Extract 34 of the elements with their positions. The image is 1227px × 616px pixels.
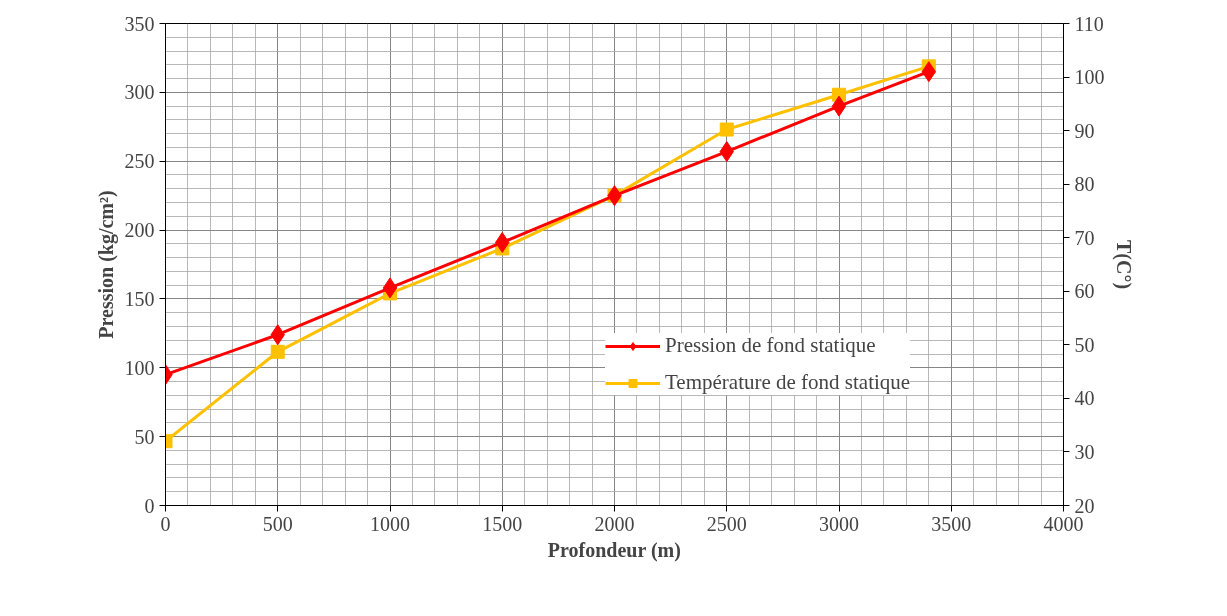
x-axis-title: Profondeur (m) xyxy=(547,538,681,562)
legend-label: Pression de fond statique xyxy=(665,333,876,358)
y-tick-label: 250 xyxy=(124,150,155,173)
x-tick-label: 3500 xyxy=(931,512,972,535)
y2-tick-label: 110 xyxy=(1074,12,1104,35)
x-tick-label: 0 xyxy=(160,512,171,535)
x-tick-label: 500 xyxy=(262,512,293,535)
x-tick-label: 1500 xyxy=(482,512,523,535)
x-tick-label: 1000 xyxy=(370,512,410,535)
y2-tick-label: 40 xyxy=(1074,387,1095,410)
point xyxy=(719,122,734,137)
y2-tick-label: 90 xyxy=(1074,119,1095,142)
y-tick-label: 200 xyxy=(124,219,155,242)
y2-tick-label: 100 xyxy=(1074,66,1105,89)
y2-axis-title: T(C°) xyxy=(1111,239,1135,290)
y-tick-label: 100 xyxy=(124,356,155,379)
y-tick-label: 300 xyxy=(124,81,155,104)
y-tick-label: 50 xyxy=(134,425,155,448)
y2-tick-label: 70 xyxy=(1074,226,1095,249)
y-tick-label: 150 xyxy=(124,287,155,310)
y2-tick-label: 80 xyxy=(1074,173,1095,196)
y-axis-title: Pression (kg/cm²) xyxy=(94,190,118,339)
x-tick-label: 2000 xyxy=(594,512,635,535)
y2-tick-label: 60 xyxy=(1074,280,1095,303)
y2-tick-label: 50 xyxy=(1074,333,1095,356)
y-tick-label: 0 xyxy=(144,494,155,517)
point xyxy=(270,344,285,359)
x-tick-label: 3000 xyxy=(819,512,859,535)
point xyxy=(382,277,398,299)
legend-label: Température de fond statique xyxy=(665,370,911,395)
y2-tick-label: 30 xyxy=(1074,440,1095,463)
x-tick-label: 2500 xyxy=(706,512,747,535)
point xyxy=(831,95,847,117)
y-tick-label: 350 xyxy=(124,12,155,35)
